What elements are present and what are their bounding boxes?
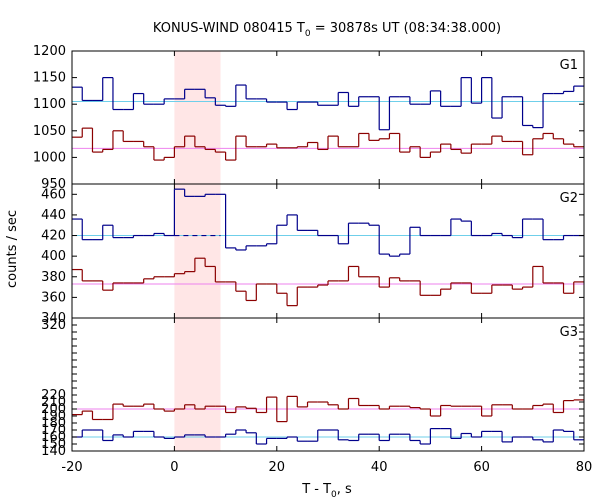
panel-g1: 950 1000 1050 1100 1150 1200 G1 [33, 44, 585, 192]
series-g3-lower [72, 428, 584, 445]
x-axis-label: T - T0, s [301, 482, 352, 500]
y-tick-label: 160 [41, 430, 66, 445]
trigger-interval-highlight [174, 51, 221, 184]
y-tick-label: 1000 [33, 150, 66, 165]
y-tick-label: 170 [41, 423, 66, 438]
y-tick-label: 180 [41, 416, 66, 431]
series-g1-upper [72, 76, 584, 131]
y-tick-label: 380 [41, 270, 66, 285]
x-tick-label: -20 [61, 460, 82, 475]
trigger-interval-highlight [174, 184, 221, 318]
x-tick-label: 0 [170, 460, 178, 475]
y-tick-label: 1150 [33, 71, 66, 86]
y-tick-label: 320 [41, 318, 66, 333]
panel-label-g2: G2 [560, 191, 578, 206]
y-tick-label: 440 [41, 208, 66, 223]
y-tick-label: 200 [41, 402, 66, 417]
series-g1-lower [72, 127, 584, 161]
y-tick-label: 190 [41, 409, 66, 424]
y-tick-label: 420 [41, 229, 66, 244]
panel-label-g1: G1 [560, 58, 578, 73]
series-g2-lower [72, 257, 584, 307]
trigger-interval-highlight [174, 318, 221, 451]
y-tick-label: 220 [41, 388, 66, 403]
series-g3-upper [72, 395, 584, 423]
y-tick-label: 1200 [33, 44, 66, 59]
y-tick-label: 1050 [33, 124, 66, 139]
panel-frame [71, 317, 585, 452]
series-g2-upper [72, 188, 584, 257]
panel-frame [71, 50, 585, 185]
x-tick-label: 20 [269, 460, 286, 475]
panel-label-g3: G3 [560, 325, 578, 340]
chart-title: KONUS-WIND 080415 T0 = 30878s UT (08:34:… [153, 21, 501, 39]
y-tick-label: 150 [41, 437, 66, 452]
y-tick-label: 340 [41, 311, 66, 326]
y-tick-label: 140 [41, 444, 66, 459]
x-tick-label: 60 [473, 460, 490, 475]
x-tick-label: 80 [576, 460, 593, 475]
panel-g2: 340 360 380 400 420 440 460 G2 [41, 183, 585, 326]
y-tick-label: 1100 [33, 97, 66, 112]
y-tick-label: 460 [41, 187, 66, 202]
y-tick-label: 210 [41, 395, 66, 410]
panel-frame [71, 183, 585, 319]
x-tick-label: 40 [371, 460, 388, 475]
y-tick-label: 950 [41, 177, 66, 192]
y-tick-label: 400 [41, 249, 66, 264]
y-axis-label: counts / sec [5, 210, 20, 288]
y-tick-label: 360 [41, 290, 66, 305]
